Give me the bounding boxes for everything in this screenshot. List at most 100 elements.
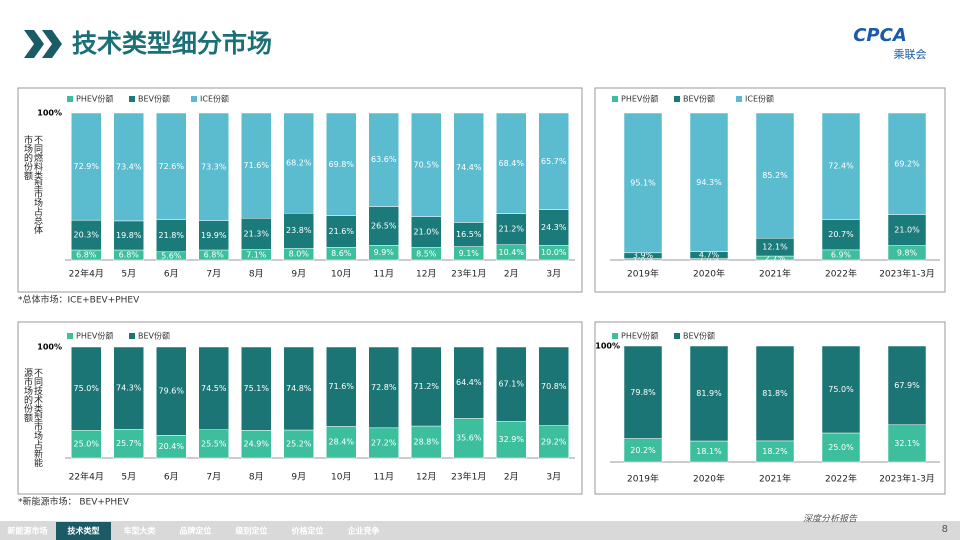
bar-segment: [887, 214, 927, 246]
value-label: 6.8%: [76, 251, 97, 260]
value-label: 74.8%: [286, 384, 312, 393]
x-tick-label: 10月: [331, 472, 351, 483]
value-label: 18.1%: [696, 447, 722, 456]
value-label: 21.0%: [894, 226, 920, 235]
nav-tab[interactable]: [168, 522, 223, 540]
value-label: 71.6%: [244, 161, 270, 170]
value-label: 26.5%: [371, 221, 397, 230]
note: *新能源市场： BEV+PHEV: [18, 496, 130, 508]
bar-segment: [411, 425, 442, 459]
nav-tab[interactable]: [112, 522, 167, 540]
nav-tab[interactable]: [56, 522, 111, 540]
legend-swatch: [612, 96, 618, 102]
x-tick-label: 9月: [291, 472, 306, 483]
nav-tab[interactable]: [336, 522, 391, 540]
value-label: 9.1%: [459, 249, 480, 258]
value-label: 9.8%: [897, 248, 918, 257]
y-axis-label: 不同技术类型市场占新能源市场的份额: [22, 368, 42, 467]
value-label: 28.8%: [414, 438, 440, 447]
bar-segment: [283, 346, 314, 431]
nav-tab-label[interactable]: 企业竞争: [347, 526, 380, 536]
bar-segment: [623, 345, 663, 439]
bar-segment: [453, 112, 484, 223]
nav-tab-label[interactable]: 品牌定位: [180, 526, 212, 536]
value-label: 4.7%: [699, 251, 720, 260]
value-label: 95.1%: [630, 178, 656, 187]
nav-tab-label[interactable]: 技术类型: [68, 526, 100, 536]
value-label: 72.6%: [159, 162, 185, 171]
x-tick-label: 2019年: [627, 473, 659, 485]
value-label: 63.6%: [371, 155, 397, 164]
legend-label: PHEV份额: [621, 331, 658, 341]
value-label: 25.5%: [201, 439, 227, 448]
value-label: 21.2%: [499, 225, 525, 234]
legend-label: ICE份额: [200, 94, 229, 104]
x-tick-label: 2019年: [627, 268, 659, 280]
value-label: 72.4%: [828, 162, 854, 171]
x-tick-label: 10月: [331, 269, 351, 280]
value-label: 21.8%: [159, 231, 185, 240]
x-tick-label: 12月: [416, 472, 436, 483]
nav-tab[interactable]: [280, 522, 335, 540]
value-label: 79.6%: [159, 387, 185, 396]
value-label: 27.2%: [371, 438, 397, 447]
bar-segment: [283, 112, 314, 214]
x-tick-label: 2023年1-3月: [879, 473, 935, 485]
legend-swatch: [129, 96, 135, 102]
value-label: 25.0%: [74, 440, 100, 449]
legend-label: PHEV份额: [621, 94, 658, 104]
panel: [17, 87, 583, 293]
value-label: 74.4%: [456, 163, 482, 172]
nav-tab-label[interactable]: 新能源市场: [8, 526, 48, 536]
value-label: 6.8%: [204, 251, 225, 260]
value-label: 18.2%: [762, 447, 788, 456]
bar-segment: [689, 345, 729, 442]
bar-segment: [71, 430, 102, 459]
nav-tab-label[interactable]: 车型大类: [124, 526, 156, 536]
bar-segment: [113, 346, 144, 430]
value-label: 24.9%: [244, 440, 270, 449]
value-label: 24.3%: [541, 223, 567, 232]
nav-tab[interactable]: [224, 522, 279, 540]
logo-sub: 乘联会: [894, 48, 927, 61]
value-label: 20.2%: [630, 446, 656, 455]
value-label: 73.3%: [201, 162, 227, 171]
x-tick-label: 7月: [206, 269, 221, 280]
value-label: 68.2%: [286, 159, 312, 168]
value-label: 64.4%: [456, 378, 482, 387]
bar-segment: [821, 112, 861, 220]
x-tick-label: 6月: [164, 472, 179, 483]
bar-segment: [283, 213, 314, 249]
x-tick-label: 2020年: [693, 268, 725, 280]
x-tick-label: 2023年1-3月: [879, 268, 935, 280]
value-label: 21.6%: [329, 227, 355, 236]
x-tick-label: 2021年: [759, 473, 791, 485]
value-label: 70.8%: [541, 382, 567, 391]
value-label: 94.3%: [696, 178, 722, 187]
nav-tab-label[interactable]: 价格定位: [292, 526, 324, 536]
bar-segment: [326, 215, 357, 248]
nav-tab-label[interactable]: 级别定位: [235, 526, 268, 536]
value-label: 35.6%: [456, 434, 482, 443]
page-number: 8: [942, 524, 948, 535]
x-tick-label: 12月: [416, 269, 436, 280]
value-label: 67.1%: [499, 380, 525, 389]
value-label: 29.2%: [541, 437, 567, 446]
value-label: 85.2%: [762, 171, 788, 180]
legend-swatch: [129, 333, 135, 339]
legend-label: BEV份额: [138, 94, 170, 104]
legend-label: PHEV份额: [76, 331, 113, 341]
value-label: 7.1%: [246, 250, 267, 259]
bar-segment: [411, 346, 442, 427]
nav-tab[interactable]: [0, 522, 55, 540]
value-label: 32.1%: [894, 439, 920, 448]
panel: [594, 321, 946, 495]
value-label: 25.2%: [286, 440, 312, 449]
bar-segment: [326, 426, 357, 459]
x-tick-label: 9月: [291, 269, 306, 280]
value-label: 8.0%: [289, 250, 310, 259]
x-tick-label: 3月: [546, 472, 561, 483]
bar-segment: [198, 220, 229, 251]
bar-segment: [368, 112, 399, 207]
value-label: 75.0%: [74, 384, 100, 393]
